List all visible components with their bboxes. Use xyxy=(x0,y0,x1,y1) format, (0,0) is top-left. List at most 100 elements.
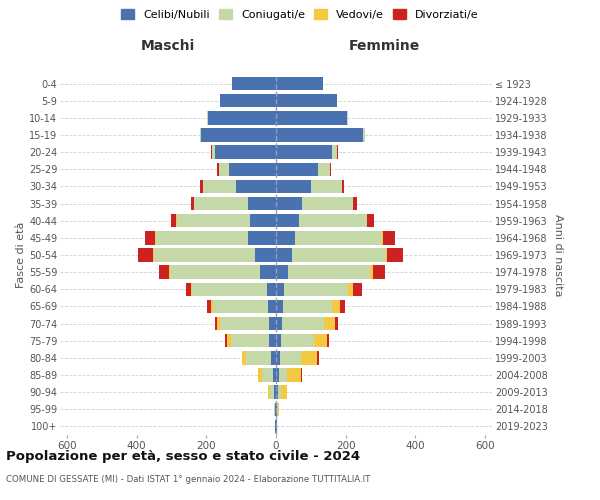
Bar xyxy=(276,420,277,433)
Bar xyxy=(302,197,353,210)
Bar xyxy=(215,317,217,330)
Bar xyxy=(171,214,176,228)
Bar xyxy=(276,368,279,382)
Bar xyxy=(226,334,227,347)
Bar xyxy=(275,402,276,416)
Bar xyxy=(255,248,276,262)
Bar xyxy=(277,402,278,416)
Bar xyxy=(194,197,248,210)
Bar xyxy=(314,334,326,347)
Text: Maschi: Maschi xyxy=(141,38,195,52)
Bar xyxy=(217,162,218,176)
Bar xyxy=(280,351,301,364)
Bar xyxy=(347,111,348,124)
Bar xyxy=(276,231,295,244)
Bar xyxy=(211,146,212,159)
Bar xyxy=(301,351,317,364)
Bar xyxy=(191,282,193,296)
Bar xyxy=(386,248,388,262)
Bar xyxy=(267,282,276,296)
Bar xyxy=(284,282,348,296)
Bar xyxy=(383,231,395,244)
Bar xyxy=(332,300,340,313)
Bar xyxy=(145,231,155,244)
Bar xyxy=(212,300,268,313)
Bar xyxy=(227,334,231,347)
Bar xyxy=(208,111,276,124)
Bar xyxy=(276,180,311,193)
Bar xyxy=(201,128,276,141)
Bar xyxy=(276,300,283,313)
Bar xyxy=(299,214,367,228)
Y-axis label: Fasce di età: Fasce di età xyxy=(16,222,26,288)
Bar xyxy=(275,420,276,433)
Bar xyxy=(248,231,276,244)
Bar xyxy=(268,300,276,313)
Bar xyxy=(220,317,269,330)
Bar xyxy=(276,351,280,364)
Bar xyxy=(353,197,357,210)
Bar xyxy=(276,334,281,347)
Bar xyxy=(276,128,363,141)
Bar xyxy=(279,368,287,382)
Bar xyxy=(177,214,250,228)
Bar xyxy=(388,248,403,262)
Bar xyxy=(258,368,262,382)
Bar xyxy=(276,94,337,108)
Bar xyxy=(287,368,301,382)
Text: COMUNE DI GESSATE (MI) - Dati ISTAT 1° gennaio 2024 - Elaborazione TUTTITALIA.IT: COMUNE DI GESSATE (MI) - Dati ISTAT 1° g… xyxy=(6,475,370,484)
Bar xyxy=(276,317,282,330)
Bar xyxy=(324,317,335,330)
Bar xyxy=(311,180,342,193)
Text: Popolazione per età, sesso e stato civile - 2024: Popolazione per età, sesso e stato civil… xyxy=(6,450,360,463)
Bar xyxy=(236,180,276,193)
Bar xyxy=(170,266,260,279)
Bar xyxy=(215,146,276,159)
Bar xyxy=(232,77,276,90)
Bar xyxy=(276,266,288,279)
Bar xyxy=(271,351,276,364)
Bar xyxy=(382,231,383,244)
Bar xyxy=(276,214,299,228)
Bar xyxy=(137,248,154,262)
Bar xyxy=(211,300,212,313)
Bar xyxy=(295,231,382,244)
Bar xyxy=(269,317,276,330)
Bar xyxy=(169,266,170,279)
Bar xyxy=(276,402,277,416)
Bar xyxy=(281,334,314,347)
Bar xyxy=(337,146,338,159)
Bar xyxy=(367,214,374,228)
Bar xyxy=(282,317,324,330)
Bar xyxy=(342,180,344,193)
Bar xyxy=(276,197,302,210)
Y-axis label: Anni di nascita: Anni di nascita xyxy=(553,214,563,296)
Bar xyxy=(229,162,276,176)
Bar xyxy=(353,282,362,296)
Bar xyxy=(348,282,353,296)
Bar xyxy=(335,317,338,330)
Bar xyxy=(274,402,275,416)
Bar xyxy=(276,248,292,262)
Bar xyxy=(317,351,319,364)
Bar xyxy=(272,368,276,382)
Bar xyxy=(186,282,191,296)
Bar xyxy=(332,146,337,159)
Bar xyxy=(248,197,276,210)
Bar xyxy=(247,351,271,364)
Bar xyxy=(268,386,270,399)
Bar xyxy=(262,368,272,382)
Bar xyxy=(283,300,332,313)
Bar xyxy=(326,334,329,347)
Bar xyxy=(276,162,318,176)
Bar xyxy=(154,248,255,262)
Bar xyxy=(242,351,247,364)
Text: Femmine: Femmine xyxy=(349,38,419,52)
Bar xyxy=(208,300,211,313)
Bar xyxy=(276,386,278,399)
Bar xyxy=(318,162,330,176)
Bar xyxy=(278,386,281,399)
Bar xyxy=(220,94,276,108)
Bar xyxy=(363,128,365,141)
Bar xyxy=(292,248,386,262)
